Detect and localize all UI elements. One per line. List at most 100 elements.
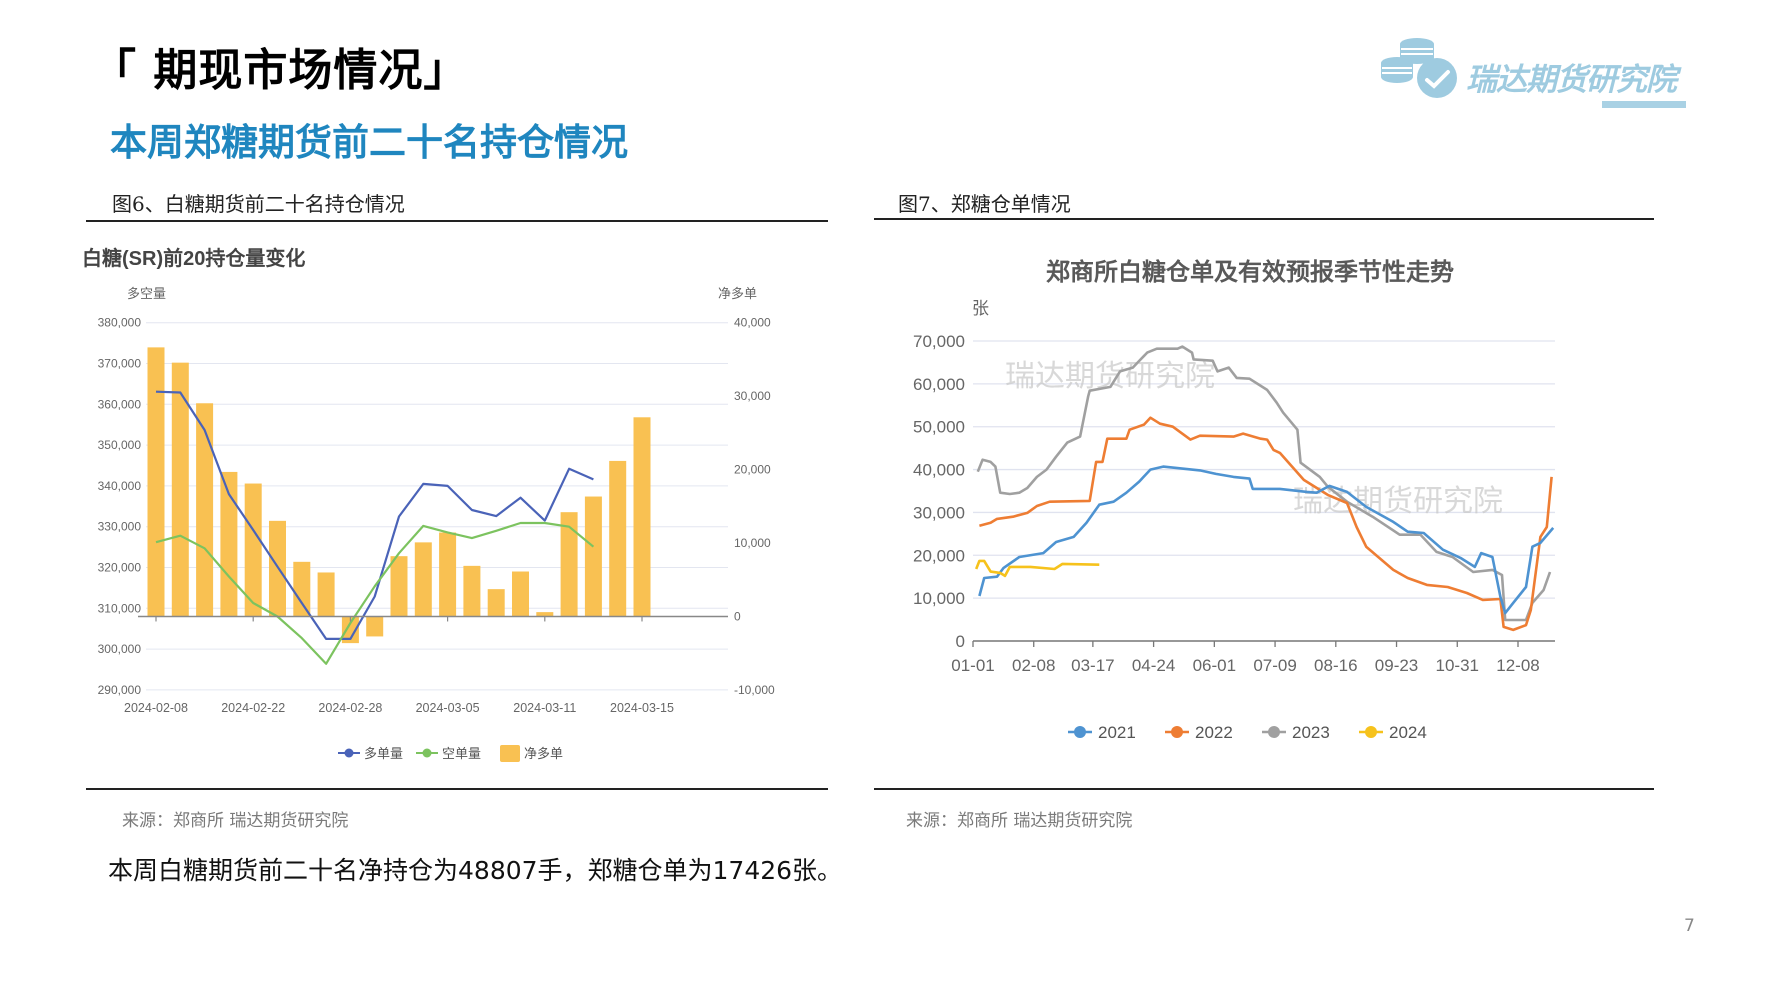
right-y-tick-label: 10,000 bbox=[734, 536, 771, 550]
watermark-text: 瑞达期货研究院 bbox=[1293, 485, 1503, 518]
bar-net-long bbox=[390, 556, 408, 617]
right-y-tick-label: -10,000 bbox=[734, 683, 775, 697]
y-tick-label: 10,000 bbox=[913, 589, 965, 608]
bar-net-long bbox=[512, 571, 529, 617]
right-y-tick-label: 40,000 bbox=[734, 316, 771, 330]
left-chart: 白糖(SR)前20持仓量变化 多空量 净多单 380,000 370,000 360… bbox=[82, 246, 775, 762]
left-y-tick-label: 350,000 bbox=[98, 438, 142, 452]
section-title: 「 期现市场情况」 bbox=[92, 45, 469, 96]
legend-label: 2023 bbox=[1292, 723, 1330, 742]
series-line-2024 bbox=[974, 559, 1100, 578]
legend-dot-marker bbox=[1365, 726, 1377, 738]
bar-net-long bbox=[317, 572, 335, 617]
right-figure-caption: 图7、郑糖仓单情况 bbox=[898, 192, 1071, 216]
legend-label: 多单量 bbox=[364, 746, 403, 761]
chart-title: 郑商所白糖仓单及有效预报季节性走势 bbox=[1046, 258, 1454, 286]
x-tick-label: 2024-02-08 bbox=[124, 701, 188, 715]
right-chart: 郑商所白糖仓单及有效预报季节性走势 张 70,000 60,000 50,000 40… bbox=[913, 258, 1555, 742]
y-tick-label: 30,000 bbox=[913, 503, 965, 522]
x-tick-label: 10-31 bbox=[1436, 656, 1479, 675]
left-y-tick-label: 320,000 bbox=[98, 561, 142, 575]
bar-net-long bbox=[560, 512, 578, 617]
bar-net-long bbox=[463, 565, 481, 617]
bar-net-long bbox=[293, 561, 311, 617]
legend-dot-marker bbox=[344, 748, 354, 758]
legend-label: 2021 bbox=[1098, 723, 1136, 742]
bar-net-long bbox=[609, 460, 627, 617]
bar-net-long bbox=[147, 347, 165, 617]
legend-dot-marker bbox=[1074, 726, 1086, 738]
left-y-tick-label: 370,000 bbox=[98, 357, 142, 371]
left-source-note: 来源：郑商所 瑞达期货研究院 bbox=[122, 811, 349, 831]
x-tick-label: 2024-02-28 bbox=[318, 701, 382, 715]
left-y-tick-label: 380,000 bbox=[98, 316, 142, 330]
legend-dot-marker bbox=[1268, 726, 1280, 738]
x-tick-label: 04-24 bbox=[1132, 656, 1175, 675]
x-tick-label: 2024-03-05 bbox=[416, 701, 480, 715]
legend-dot-marker bbox=[422, 748, 432, 758]
bar-net-long bbox=[366, 616, 384, 637]
right-y-tick-label: 20,000 bbox=[734, 463, 771, 477]
y-axis-unit: 张 bbox=[972, 299, 989, 318]
legend-label: 2022 bbox=[1195, 723, 1233, 742]
y-tick-label: 40,000 bbox=[913, 461, 965, 480]
left-figure-caption: 图6、白糖期货前二十名持仓情况 bbox=[112, 192, 405, 216]
x-tick-label: 02-08 bbox=[1012, 656, 1055, 675]
left-y-tick-label: 290,000 bbox=[98, 683, 142, 697]
y-tick-label: 20,000 bbox=[913, 546, 965, 565]
chart-title: 白糖(SR)前20持仓量变化 bbox=[82, 246, 305, 270]
x-tick-label: 2024-02-22 bbox=[221, 701, 285, 715]
left-y-tick-label: 300,000 bbox=[98, 642, 142, 656]
y-tick-label: 70,000 bbox=[913, 332, 965, 351]
right-source-note: 来源：郑商所 瑞达期货研究院 bbox=[906, 811, 1133, 831]
x-tick-label: 2024-03-15 bbox=[610, 701, 674, 715]
right-top-divider bbox=[874, 218, 1654, 220]
bar-net-long bbox=[414, 542, 432, 617]
x-tick-label: 01-01 bbox=[951, 656, 994, 675]
x-tick-label: 12-08 bbox=[1496, 656, 1539, 675]
right-y-tick-label: 30,000 bbox=[734, 389, 771, 403]
page-number: 7 bbox=[1684, 916, 1695, 936]
legend-box-marker bbox=[500, 745, 520, 762]
x-tick-label: 06-01 bbox=[1193, 656, 1236, 675]
x-tick-label: 2024-03-11 bbox=[513, 701, 576, 715]
line-short-positions bbox=[155, 521, 595, 665]
coins-check-icon bbox=[1381, 38, 1457, 98]
series-line-2022 bbox=[979, 416, 1553, 632]
x-tick-label: 09-23 bbox=[1375, 656, 1418, 675]
y-tick-label: 60,000 bbox=[913, 375, 965, 394]
bar-net-long bbox=[633, 417, 651, 617]
left-y-tick-label: 330,000 bbox=[98, 520, 142, 534]
right-y-tick-label: 0 bbox=[734, 609, 741, 623]
company-logo bbox=[1380, 34, 1690, 114]
summary-text: 本周白糖期货前二十名净持仓为48807手，郑糖仓单为17426张。 bbox=[108, 856, 843, 885]
bar-net-long bbox=[439, 532, 457, 617]
left-y-tick-label: 310,000 bbox=[98, 601, 142, 615]
right-bottom-divider bbox=[874, 788, 1654, 790]
bar-net-long bbox=[487, 589, 505, 617]
left-axis-label: 多空量 bbox=[127, 286, 166, 301]
legend-label: 净多单 bbox=[524, 746, 563, 761]
y-tick-label: 50,000 bbox=[913, 418, 965, 437]
legend: 多单量 空单量 净多单 bbox=[338, 745, 563, 762]
x-tick-label: 03-17 bbox=[1071, 656, 1114, 675]
bar-net-long bbox=[536, 612, 554, 617]
page-subtitle: 本周郑糖期货前二十名持仓情况 bbox=[110, 121, 628, 164]
bar-net-long bbox=[341, 616, 359, 644]
legend-dot-marker bbox=[1171, 726, 1183, 738]
left-y-tick-label: 340,000 bbox=[98, 479, 142, 493]
y-tick-label: 0 bbox=[956, 632, 965, 651]
logo-text: 瑞达期货研究院 bbox=[1466, 62, 1677, 98]
bar-net-long bbox=[196, 403, 214, 617]
logo-underline bbox=[1602, 101, 1686, 108]
x-tick-label: 08-16 bbox=[1314, 656, 1357, 675]
legend: 2021 2022 2023 2024 bbox=[1068, 723, 1427, 742]
line-long-positions bbox=[155, 390, 594, 640]
left-bottom-divider bbox=[86, 788, 828, 790]
series-line-2021 bbox=[978, 465, 1555, 615]
series-line-2023 bbox=[976, 345, 1552, 622]
left-y-tick-label: 360,000 bbox=[98, 397, 142, 411]
bar-net-long bbox=[244, 483, 262, 617]
right-axis-label: 净多单 bbox=[718, 286, 757, 301]
legend-label: 2024 bbox=[1389, 723, 1427, 742]
